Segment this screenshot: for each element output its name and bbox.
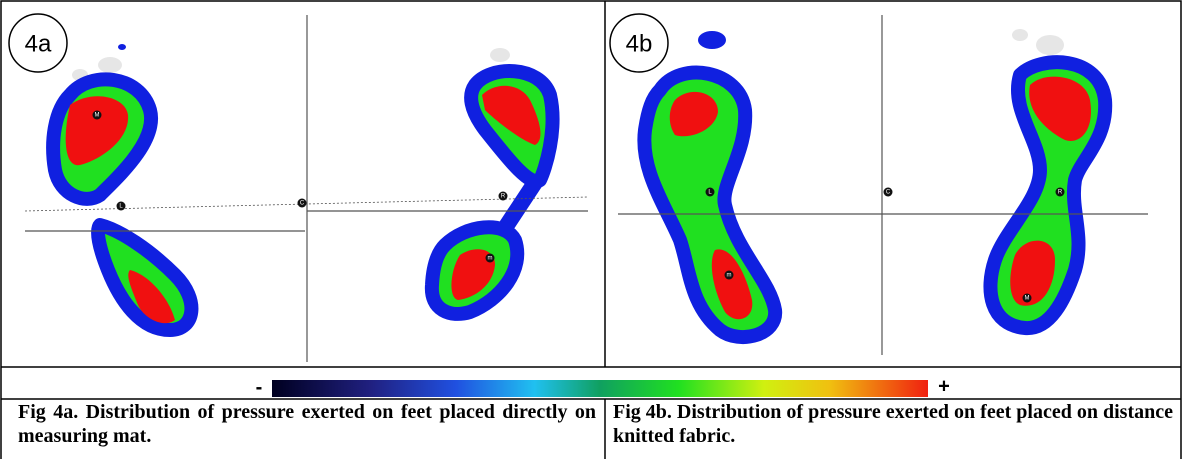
colorbar-min-label: - [256,376,263,398]
marker-label: R [1058,190,1063,196]
marker-label: M [95,113,100,119]
colorbar [272,380,928,397]
marker-label: M [1025,296,1030,302]
marker-label: C [886,190,891,196]
caption: Fig 4a. Distribution of pressure exerted… [18,400,596,459]
pressure-map-4a [53,44,552,330]
panel-label: 4b [626,30,653,57]
figure: 4a 4b M L C R m L C R m M - + Fig 4a. Di… [0,0,1182,459]
colorbar-max-label: + [938,375,950,397]
marker-label: m [488,256,493,262]
panel-label-4b: 4b [610,14,668,72]
marker-label: R [501,194,506,200]
caption: Fig 4b. Distribution of pressure exerted… [613,400,1173,459]
toe-shadows [72,29,1064,81]
pressure-map-4b [644,31,1105,337]
panel-label: 4a [25,30,52,57]
panel-label-4a: 4a [9,14,67,72]
figure-graphics: 4a 4b M L C R m L C R m M - + [0,0,1182,459]
marker-label: C [300,201,305,207]
marker-label: m [727,273,732,279]
